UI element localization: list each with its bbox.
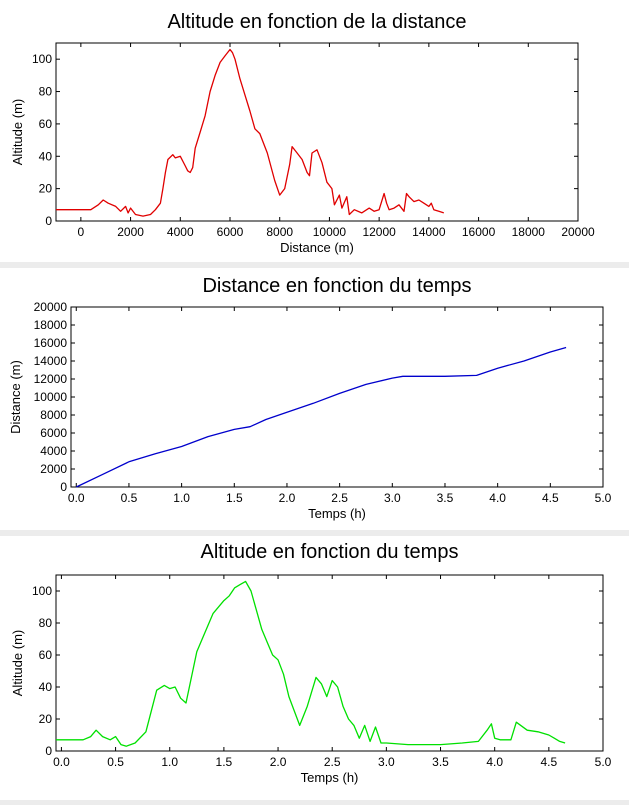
x-axis-label: Temps (h) bbox=[301, 770, 359, 785]
y-tick-label: 0 bbox=[45, 744, 52, 758]
x-tick-label: 4.5 bbox=[542, 491, 559, 505]
x-tick-label: 1.0 bbox=[161, 755, 178, 769]
y-tick-label: 18000 bbox=[34, 318, 68, 332]
x-tick-label: 1.5 bbox=[216, 755, 233, 769]
y-tick-label: 60 bbox=[39, 648, 53, 662]
x-tick-label: 0.0 bbox=[53, 755, 70, 769]
y-tick-label: 40 bbox=[39, 680, 53, 694]
x-tick-label: 5.0 bbox=[595, 491, 612, 505]
plot-frame bbox=[55, 574, 604, 752]
x-tick-label: 20000 bbox=[561, 225, 595, 239]
series-line bbox=[76, 346, 567, 488]
x-tick-label: 10000 bbox=[313, 225, 347, 239]
y-tick-label: 4000 bbox=[40, 444, 67, 458]
chart-panel-altitude-time: Altitude en fonction du temps 0.0 0.5 1.0 1.… bbox=[0, 536, 629, 800]
chart-distance-vs-time: Distance en fonction du temps 0.0 0.5 1.0 1.… bbox=[8, 275, 612, 521]
x-tick-label: 1.0 bbox=[173, 491, 190, 505]
y-tick-label: 100 bbox=[32, 52, 52, 66]
x-tick-label: 2.0 bbox=[270, 755, 287, 769]
y-tick-label: 16000 bbox=[34, 336, 68, 350]
x-tick-label: 0 bbox=[78, 225, 85, 239]
chart-panel-altitude-distance: Altitude en fonction de la distance 0 2000… bbox=[0, 0, 629, 262]
x-tick-label: 5.0 bbox=[595, 755, 612, 769]
y-tick-label: 14000 bbox=[34, 354, 68, 368]
chart-title: Altitude en fonction de la distance bbox=[167, 11, 466, 33]
x-tick-label: 16000 bbox=[462, 225, 496, 239]
x-tick-label: 3.5 bbox=[432, 755, 449, 769]
x-tick-label: 3.0 bbox=[384, 491, 401, 505]
x-tick-label: 2000 bbox=[117, 225, 144, 239]
y-axis-label: Altitude (m) bbox=[10, 630, 25, 696]
plot-frame bbox=[70, 306, 604, 488]
x-tick-label: 0.5 bbox=[107, 755, 124, 769]
y-tick-label: 40 bbox=[39, 149, 53, 163]
y-tick-label: 8000 bbox=[40, 408, 67, 422]
y-tick-label: 100 bbox=[32, 584, 52, 598]
y-tick-label: 12000 bbox=[34, 372, 68, 386]
y-tick-label: 80 bbox=[39, 616, 53, 630]
chart-title: Distance en fonction du temps bbox=[202, 275, 471, 297]
x-tick-label: 8000 bbox=[266, 225, 293, 239]
x-tick-label: 2.5 bbox=[331, 491, 348, 505]
x-tick-label: 0.5 bbox=[121, 491, 138, 505]
chart-title: Altitude en fonction du temps bbox=[201, 541, 459, 563]
x-axis-label: Distance (m) bbox=[280, 240, 354, 255]
y-tick-label: 80 bbox=[39, 85, 53, 99]
x-tick-label: 2.5 bbox=[324, 755, 341, 769]
y-tick-label: 0 bbox=[45, 214, 52, 228]
chart-altitude-vs-time: Altitude en fonction du temps 0.0 0.5 1.0 1.… bbox=[10, 541, 612, 785]
x-tick-label: 14000 bbox=[412, 225, 446, 239]
y-axis-label: Distance (m) bbox=[8, 360, 23, 434]
x-tick-label: 0.0 bbox=[68, 491, 85, 505]
chart-panel-distance-time: Distance en fonction du temps 0.0 0.5 1.0 1.… bbox=[0, 268, 629, 530]
x-tick-label: 4.0 bbox=[486, 755, 503, 769]
x-tick-label: 12000 bbox=[362, 225, 396, 239]
x-tick-label: 6000 bbox=[217, 225, 244, 239]
series-line bbox=[56, 580, 566, 747]
y-tick-label: 60 bbox=[39, 117, 53, 131]
x-tick-label: 2.0 bbox=[279, 491, 296, 505]
chart-altitude-vs-distance: Altitude en fonction de la distance 0 2000… bbox=[10, 11, 595, 255]
x-tick-label: 4.5 bbox=[540, 755, 557, 769]
x-tick-label: 3.5 bbox=[437, 491, 454, 505]
x-tick-label: 18000 bbox=[512, 225, 546, 239]
y-tick-label: 2000 bbox=[40, 462, 67, 476]
y-tick-label: 0 bbox=[60, 480, 67, 494]
plot-frame bbox=[55, 42, 579, 222]
series-line bbox=[56, 48, 444, 217]
x-tick-label: 1.5 bbox=[226, 491, 243, 505]
y-tick-label: 10000 bbox=[34, 390, 68, 404]
y-axis-label: Altitude (m) bbox=[10, 99, 25, 165]
x-axis-label: Temps (h) bbox=[308, 506, 366, 521]
x-tick-label: 3.0 bbox=[378, 755, 395, 769]
x-tick-label: 4.0 bbox=[489, 491, 506, 505]
y-tick-label: 20 bbox=[39, 182, 53, 196]
x-tick-label: 4000 bbox=[167, 225, 194, 239]
y-tick-label: 6000 bbox=[40, 426, 67, 440]
y-tick-label: 20 bbox=[39, 712, 53, 726]
y-tick-label: 20000 bbox=[34, 300, 68, 314]
